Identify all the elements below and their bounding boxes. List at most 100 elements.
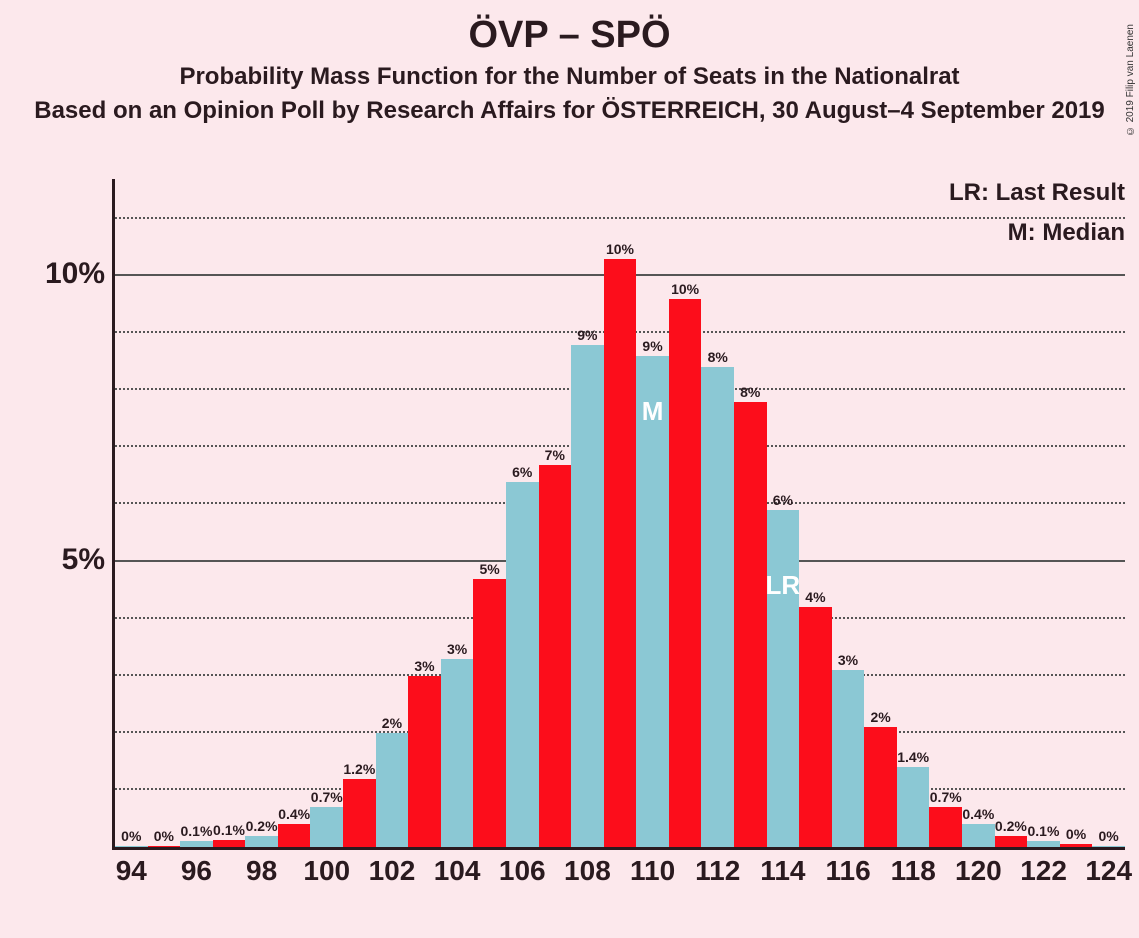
bar-group: 0.1% xyxy=(213,219,246,847)
bar-value-label: 0.4% xyxy=(962,806,994,822)
bar: 6%LR xyxy=(767,510,800,847)
bar-value-label: 7% xyxy=(545,447,565,463)
in-bar-marker: LR xyxy=(766,570,801,601)
bar-value-label: 3% xyxy=(838,652,858,668)
bar-value-label: 3% xyxy=(414,658,434,674)
bar: 1.4% xyxy=(897,767,930,847)
bar: 5% xyxy=(473,579,506,847)
bar-group: 0.4% xyxy=(962,219,995,847)
x-tick-label: 112 xyxy=(695,855,740,887)
bar-value-label: 9% xyxy=(577,327,597,343)
bar-value-label: 5% xyxy=(480,561,500,577)
bar-group: 0.1% xyxy=(1027,219,1060,847)
x-axis xyxy=(112,847,1125,850)
bar-group: 0% xyxy=(1060,219,1093,847)
bar-value-label: 0.7% xyxy=(930,789,962,805)
x-tick-label: 114 xyxy=(760,855,805,887)
bar-group: 1.4% xyxy=(897,219,930,847)
bar-value-label: 0.2% xyxy=(995,818,1027,834)
bar-value-label: 0% xyxy=(1066,826,1086,842)
bar: 9%M xyxy=(636,356,669,847)
bar-group: 0.7% xyxy=(929,219,962,847)
bar: 0.4% xyxy=(278,824,311,847)
bar-group: 1.2% xyxy=(343,219,376,847)
bar: 8% xyxy=(734,402,767,847)
bar-group: 0% xyxy=(1092,219,1125,847)
bar-group: 2% xyxy=(376,219,409,847)
bar: 0.7% xyxy=(310,807,343,847)
bar-group: 3% xyxy=(408,219,441,847)
bar-value-label: 0.7% xyxy=(311,789,343,805)
bar-group: 8% xyxy=(734,219,767,847)
chart-title: ÖVP – SPÖ xyxy=(0,14,1139,57)
bar: 4% xyxy=(799,607,832,847)
bars-container: 0%0%0.1%0.1%0.2%0.4%0.7%1.2%2%3%3%5%6%7%… xyxy=(115,219,1125,847)
bar: 10% xyxy=(669,299,702,847)
bar-value-label: 6% xyxy=(512,464,532,480)
bar: 7% xyxy=(539,465,572,848)
bar-value-label: 8% xyxy=(740,384,760,400)
x-tick-label: 104 xyxy=(434,855,481,887)
bar-group: 8% xyxy=(701,219,734,847)
bar: 8% xyxy=(701,367,734,847)
bar-value-label: 2% xyxy=(870,709,890,725)
bar-group: 7% xyxy=(539,219,572,847)
bar-group: 9% xyxy=(571,219,604,847)
bar-value-label: 0% xyxy=(154,828,174,844)
bar: 1.2% xyxy=(343,779,376,848)
bar-group: 3% xyxy=(441,219,474,847)
bar: 0.1% xyxy=(213,840,246,847)
x-tick-label: 124 xyxy=(1085,855,1132,887)
legend-entry: LR: Last Result xyxy=(949,179,1125,207)
bar: 0.4% xyxy=(962,824,995,847)
x-tick-label: 116 xyxy=(825,855,870,887)
bar-value-label: 1.4% xyxy=(897,749,929,765)
in-bar-marker: M xyxy=(642,396,664,427)
x-tick-label: 96 xyxy=(181,855,212,887)
y-axis xyxy=(112,179,115,847)
bar-group: 4% xyxy=(799,219,832,847)
x-tick-label: 110 xyxy=(630,855,675,887)
bar-group: 5% xyxy=(473,219,506,847)
bar-value-label: 0.1% xyxy=(213,822,245,838)
bar: 10% xyxy=(604,259,637,847)
bar-group: 3% xyxy=(832,219,865,847)
bar-group: 10% xyxy=(604,219,637,847)
bar-group: 0.4% xyxy=(278,219,311,847)
chart-subtitle-1: Probability Mass Function for the Number… xyxy=(0,63,1139,91)
bar: 9% xyxy=(571,345,604,847)
y-tick-label: 10% xyxy=(45,257,105,291)
bar-value-label: 6% xyxy=(773,492,793,508)
y-tick-label: 5% xyxy=(62,543,105,577)
chart-subtitle-2: Based on an Opinion Poll by Research Aff… xyxy=(0,97,1139,125)
attribution: © 2019 Filip van Laenen xyxy=(1125,24,1136,136)
bar-value-label: 0% xyxy=(1099,828,1119,844)
bar: 6% xyxy=(506,482,539,847)
bar: 0.2% xyxy=(995,836,1028,847)
bar-value-label: 0.1% xyxy=(180,823,212,839)
bar-group: 10% xyxy=(669,219,702,847)
bar-group: 0% xyxy=(148,219,181,847)
bar: 3% xyxy=(408,676,441,847)
x-tick-label: 106 xyxy=(499,855,546,887)
bar-group: 0.2% xyxy=(995,219,1028,847)
bar: 0.2% xyxy=(245,836,278,847)
bar-value-label: 10% xyxy=(606,241,634,257)
bar: 2% xyxy=(376,733,409,847)
x-tick-label: 108 xyxy=(564,855,611,887)
bar-value-label: 10% xyxy=(671,281,699,297)
bar-value-label: 3% xyxy=(447,641,467,657)
bar-group: 6% xyxy=(506,219,539,847)
x-tick-label: 120 xyxy=(955,855,1002,887)
bar-group: 6% LR xyxy=(767,219,800,847)
x-tick-label: 100 xyxy=(303,855,350,887)
bar: 0.7% xyxy=(929,807,962,847)
bar-value-label: 1.2% xyxy=(343,761,375,777)
bar-value-label: 4% xyxy=(805,589,825,605)
bar-group: 0% xyxy=(115,219,148,847)
bar-value-label: 0.1% xyxy=(1028,823,1060,839)
bar-value-label: 9% xyxy=(642,338,662,354)
bar-value-label: 2% xyxy=(382,715,402,731)
bar-group: 0.7% xyxy=(310,219,343,847)
chart-area: 5%10%LR: Last ResultM: Median0%0%0.1%0.1… xyxy=(115,219,1125,847)
